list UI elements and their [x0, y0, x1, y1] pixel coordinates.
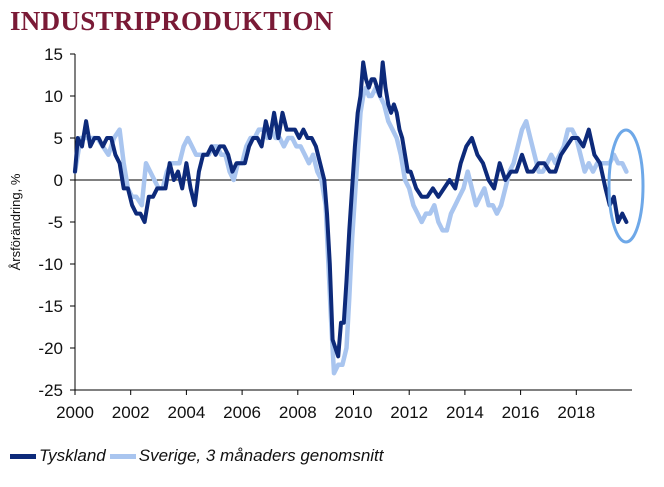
y-axis: 15 10 5 0 -5 -10 -15 -20 -25: [38, 45, 76, 400]
x-tick-label: 2018: [557, 403, 595, 422]
y-tick-label: 10: [44, 87, 63, 106]
y-tick-label: 15: [44, 45, 63, 64]
legend-item-tyskland: Tyskland: [10, 446, 106, 466]
highlight-ellipse: [607, 128, 645, 244]
x-tick-label: 2008: [279, 403, 317, 422]
x-tick-label: 2010: [335, 403, 373, 422]
x-tick-label: 2006: [223, 403, 261, 422]
y-tick-label: -20: [38, 339, 63, 358]
x-tick-label: 2016: [502, 403, 540, 422]
chart-title: INDUSTRIPRODUKTION: [10, 6, 334, 36]
y-tick-label: -10: [38, 255, 63, 274]
legend: Tyskland Sverige, 3 månaders genomsnitt: [10, 446, 388, 466]
legend-item-sverige: Sverige, 3 månaders genomsnitt: [109, 446, 384, 466]
x-tick-label: 2002: [112, 403, 150, 422]
legend-swatch-tyskland: [10, 453, 36, 459]
y-tick-label: -5: [48, 213, 63, 232]
x-tick-label: 2014: [446, 403, 484, 422]
y-tick-label: 5: [54, 129, 63, 148]
legend-label-sverige: Sverige, 3 månaders genomsnitt: [138, 446, 384, 465]
y-tick-label: 0: [54, 171, 63, 190]
x-tick-label: 2004: [167, 403, 205, 422]
y-axis-label: Årsförändring, %: [8, 173, 23, 270]
series-line-tyskland: [73, 60, 629, 359]
legend-swatch-sverige: [109, 453, 136, 459]
x-tick-label: 2000: [56, 403, 94, 422]
series-line-sverige: [72, 85, 629, 376]
x-axis: 2000 2002 2004 2006 2008 2010 2012 2014 2016 2018: [56, 389, 632, 422]
y-tick-label: -25: [38, 381, 63, 400]
legend-label-tyskland: Tyskland: [39, 446, 106, 465]
x-tick-label: 2012: [390, 403, 428, 422]
y-tick-label: -15: [38, 297, 63, 316]
series-lines: [72, 60, 629, 376]
